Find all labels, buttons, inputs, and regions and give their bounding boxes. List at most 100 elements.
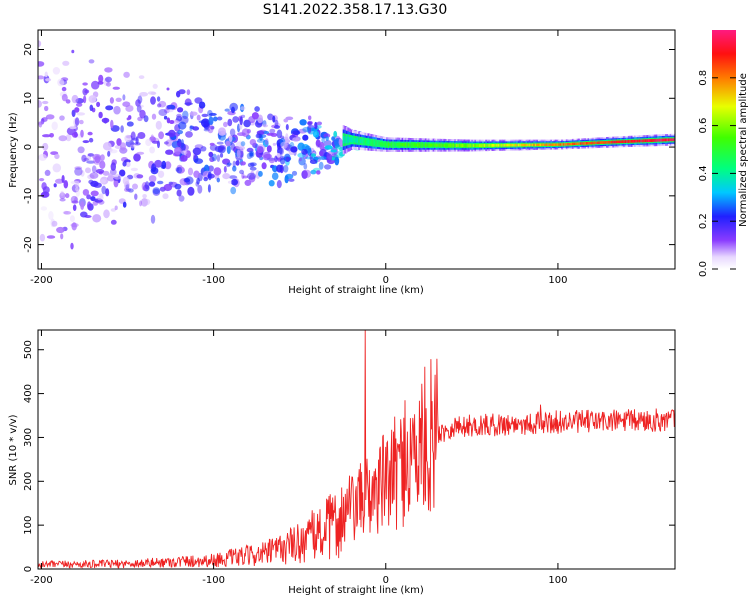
heatmap-cell [315,139,321,147]
heatmap-cell [137,95,143,104]
heatmap-cell [446,143,449,147]
heatmap-cell [224,108,230,112]
heatmap-cell [528,143,531,147]
heatmap-cell [350,137,353,143]
heatmap-cell [551,143,555,146]
heatmap-cell [661,138,665,142]
heatmap-cell [187,186,195,196]
heatmap-cell [222,173,231,180]
heatmap-cell [395,142,398,147]
heatmap-cell [499,143,502,147]
snr-plot [38,330,675,569]
heatmap-cell [586,142,589,145]
heatmap-cell [152,83,158,89]
heatmap-cell [88,59,95,64]
heatmap-cell [144,181,150,190]
x-tick-label: 100 [548,275,567,286]
heatmap-cell [57,78,65,87]
heatmap-cell [197,184,203,194]
heatmap-cell [133,153,141,162]
heatmap-cell [59,198,66,202]
heatmap-cell [41,117,48,122]
heatmap-cell [110,162,117,171]
heatmap-cell [637,139,640,143]
heatmap-cell [274,125,280,129]
heatmap-cell [632,139,635,143]
heatmap-cell [186,89,191,96]
heatmap-cell [60,233,64,240]
heatmap-cell [548,143,551,146]
heatmap-cell [511,143,514,147]
heatmap-cell [476,144,479,147]
heatmap-cell [624,140,627,143]
heatmap-cell [323,140,332,147]
heatmap-cell [122,101,131,107]
heatmap-cell [65,193,70,199]
heatmap-cell [376,141,379,146]
heatmap-cell [142,198,151,206]
heatmap-cell [158,131,165,140]
heatmap-cell [541,143,544,146]
heatmap-cell [39,233,46,242]
heatmap-cell [606,141,609,144]
heatmap-cell [227,118,233,127]
heatmap-cell [517,143,520,147]
heatmap-cell [514,143,517,147]
heatmap-cell [503,143,507,147]
heatmap-cell [178,89,186,95]
heatmap-cell [185,176,194,185]
y-tick-label: 100 [23,516,34,535]
heatmap-cell [558,143,561,146]
heatmap-cell [527,143,530,147]
heatmap-cell [177,130,184,135]
heatmap-cell [601,141,604,144]
heatmap-cell [330,149,338,153]
colorbar-ticks: 0.0 0.2 0.4 0.6 0.8 [698,70,736,277]
heatmap-cell [627,140,630,143]
heatmap-cell [232,116,239,123]
heatmap-cell [443,143,446,147]
heatmap-cell [251,112,259,120]
heatmap-cell [69,215,75,223]
heatmap-cell [423,143,426,147]
heatmap-cell [412,143,415,147]
heatmap-cell [150,91,157,95]
heatmap-cell [452,143,455,147]
heatmap-cell [113,105,121,115]
heatmap-cell [285,124,289,131]
heatmap-cell [465,144,468,147]
heatmap-cell [471,144,474,147]
heatmap-cell [135,136,139,145]
heatmap-cell [150,214,156,224]
heatmap-cell [167,109,174,113]
heatmap-cell [122,201,127,208]
heatmap-cell [299,119,307,126]
heatmap-cell [96,101,101,108]
heatmap-cell [392,142,395,147]
heatmap-cell [477,144,480,147]
heatmap-cell [178,195,185,202]
heatmap-cell [414,143,417,147]
colorbar-tick-label: 0.0 [698,261,709,277]
heatmap-cell [139,109,146,119]
heatmap-cell [181,150,188,155]
heatmap-cell [193,170,200,178]
heatmap-cell [236,149,241,159]
heatmap-cell [208,116,214,125]
heatmap-cell [462,144,465,147]
heatmap-cell [74,107,80,113]
heatmap-cell [323,133,331,138]
heatmap-cell [53,183,57,188]
heatmap-cell [63,211,72,215]
heatmap-cell [638,139,641,143]
heatmap-cell [65,99,71,104]
heatmap-cell [48,211,54,220]
heatmap-cell [510,143,513,147]
heatmap-cell [643,139,646,143]
heatmap-cell [369,140,372,145]
heatmap-cell [217,116,223,121]
heatmap-cell [283,165,289,173]
x-tick-label: 100 [548,575,567,586]
heatmap-cell [249,139,257,146]
x-tick-label: 0 [383,275,389,286]
